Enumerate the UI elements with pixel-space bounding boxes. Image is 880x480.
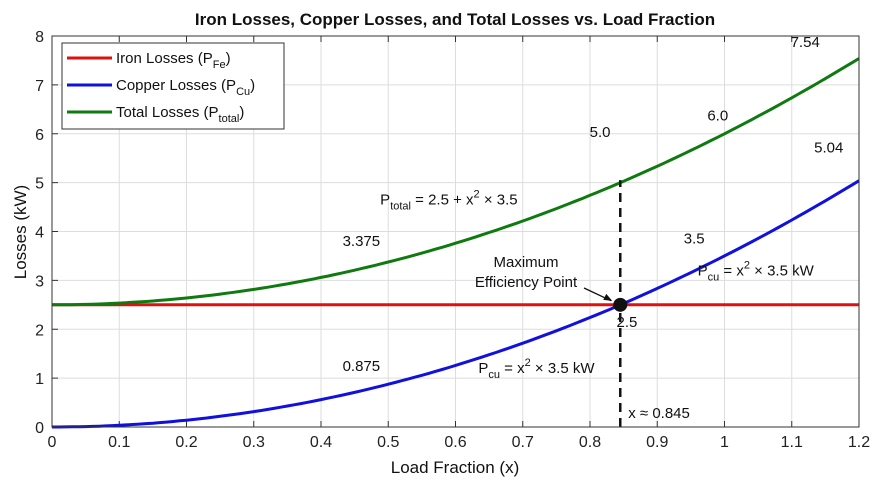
x-tick-label: 0.9 [646, 434, 668, 451]
x-tick-label: 0.3 [243, 434, 265, 451]
series-lines [52, 57, 860, 429]
value-annotation: 3.5 [684, 231, 705, 248]
x-tick-label: 0.1 [108, 434, 130, 451]
value-annotation: 5.0 [590, 124, 611, 141]
value-annotation: 3.375 [343, 233, 381, 250]
max-efficiency-label: Maximum [493, 254, 558, 271]
max-efficiency-marker [613, 297, 628, 312]
x-tick-label: 1.2 [848, 434, 870, 451]
formula-label: Ptotal = 2.5 + x2 × 3.5 [380, 189, 517, 213]
annotations: Maximum Efficiency Point x ≈ 0.845 7.54 6.0 5… [343, 34, 843, 427]
x-axis-label: Load Fraction (x) [391, 458, 520, 477]
legend-label: Total Losses (Ptotal) [116, 104, 244, 125]
series-line-1 [52, 179, 860, 429]
y-tick-label: 2 [35, 322, 44, 339]
y-tick-label: 8 [35, 29, 44, 46]
x-tick-label: 0.6 [444, 434, 466, 451]
y-tick-label: 5 [35, 176, 44, 193]
value-annotation: 0.875 [343, 358, 381, 375]
x-tick-label: 0.8 [579, 434, 601, 451]
x-tick-label: 1 [720, 434, 729, 451]
x-value-label: x ≈ 0.845 [628, 405, 690, 422]
arrow-head-icon [603, 293, 613, 301]
y-tick-label: 0 [35, 420, 44, 437]
y-tick-label: 1 [35, 371, 44, 388]
legend: Iron Losses (PFe) Copper Losses (PCu) Tota… [61, 42, 285, 130]
value-annotation: 7.54 [791, 34, 820, 51]
value-annotation: 2.5 [617, 314, 638, 331]
legend-label: Iron Losses (PFe) [116, 50, 231, 71]
value-annotation: 5.04 [814, 139, 843, 156]
value-annotation: 6.0 [707, 108, 728, 125]
formula-label: Pcu = x2 × 3.5 kW [478, 357, 595, 381]
x-tick-label: 0.4 [310, 434, 332, 451]
x-tick-label: 0.5 [377, 434, 399, 451]
y-tick-label: 7 [35, 78, 44, 95]
legend-label: Copper Losses (PCu) [116, 77, 255, 98]
max-efficiency-label: Efficiency Point [475, 274, 578, 291]
chart-title: Iron Losses, Copper Losses, and Total Lo… [195, 10, 715, 29]
x-tick-label: 1.1 [781, 434, 803, 451]
x-tick-label: 0.2 [175, 434, 197, 451]
formula-label: Pcu = x2 × 3.5 kW [698, 259, 815, 283]
y-tick-label: 4 [35, 225, 44, 242]
plot-frame [51, 35, 860, 428]
x-tick-label: 0 [48, 434, 57, 451]
y-axis-label: Losses (kW) [11, 185, 30, 279]
y-tick-label: 6 [35, 127, 44, 144]
y-tick-label: 3 [35, 273, 44, 290]
x-tick-label: 0.7 [512, 434, 534, 451]
series-line-2 [52, 57, 860, 307]
